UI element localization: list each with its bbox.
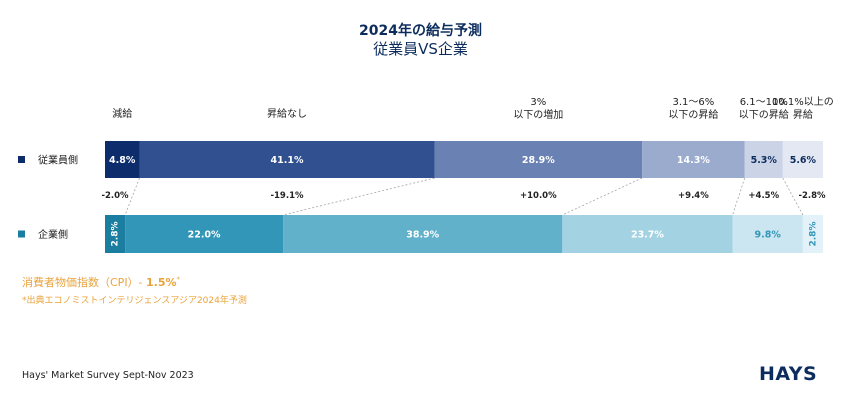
data-label: 22.0% [188,230,221,241]
data-label: 41.1% [271,155,304,166]
bar-segment [434,141,643,178]
category-label: 以下の増加 [513,108,563,121]
connector-line [124,177,140,216]
bar-segment [642,141,745,178]
series-marker [18,156,25,163]
connector-line [562,177,643,216]
category-label: 以下の昇給 [739,108,789,121]
difference-label: +10.0% [520,191,557,201]
data-label: 23.7% [631,230,664,241]
series-marker [18,230,25,238]
category-label: 3% [530,97,546,108]
category-label: 昇給なし [267,107,307,120]
data-label: 9.8% [755,230,782,241]
data-label: 5.3% [751,155,778,166]
connector-line [282,177,435,216]
data-label: 2.8% [808,222,818,247]
difference-label: -19.1% [270,191,303,201]
data-label: 14.3% [677,155,710,166]
chart-subtitle: 従業員VS企業 [373,40,468,58]
cpi-value: 1.5% [146,276,177,289]
category-label: 3.1〜6% [673,97,715,108]
data-label: 2.8% [111,222,121,247]
bar-segment [744,141,783,178]
hays-logo: HAYS [759,363,818,385]
survey-footer: Hays' Market Survey Sept-Nov 2023 [22,370,194,381]
bar-segment [105,215,126,253]
bar-segment [782,141,823,178]
data-label: 5.6% [790,155,817,166]
connector-line [732,177,746,216]
cpi-label: 消費者物価指数（CPI）- [22,276,147,289]
category-label: 6.1〜10% [740,97,788,108]
bar-segment [105,141,140,178]
difference-label: +9.4% [678,191,709,201]
bar-segment [732,215,803,253]
series-label: 従業員側 [38,154,78,167]
difference-label: -2.0% [101,191,129,201]
data-label: 4.8% [109,155,136,166]
data-label: 28.9% [522,155,555,166]
connector-line [782,177,804,216]
category-label: 以下の昇給 [668,108,718,121]
source-note: *出典エコノミストインテリジェンスアジア2024年予測 [22,296,247,306]
bar-segment [802,215,823,253]
data-label: 38.9% [406,230,439,241]
bar-segment [562,215,733,253]
difference-label: -2.8% [798,191,826,201]
chart-title: 2024年の給与予測 [359,23,482,39]
bar-segment [283,215,563,253]
category-label: 昇給 [793,108,813,121]
series-label: 企業側 [38,228,68,241]
difference-label: +4.5% [748,191,779,201]
cpi-mark: * [176,275,181,284]
category-label: 10.1%以上の [772,96,834,108]
bar-segment [125,215,284,253]
category-label: 減給 [112,107,132,120]
cpi-note: 消費者物価指数（CPI）- 1.5%* [22,274,180,290]
bar-segment [139,141,435,178]
